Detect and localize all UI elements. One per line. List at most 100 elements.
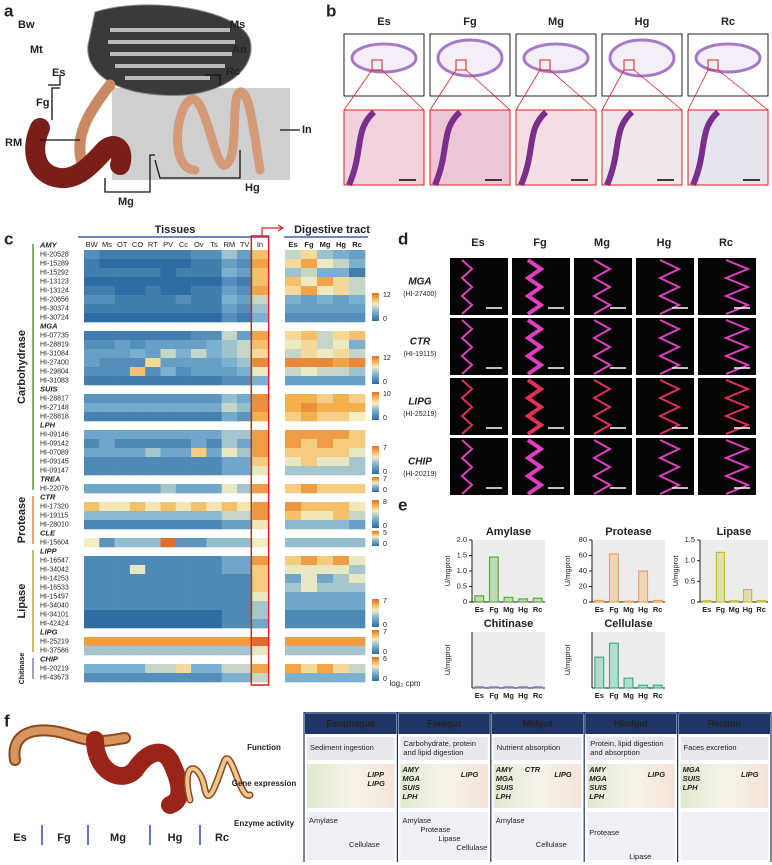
heat-cell — [206, 430, 222, 440]
heat-cell — [333, 439, 350, 449]
gene-id: HI-19115 — [40, 512, 68, 519]
heat-cell — [206, 439, 222, 449]
heat-cell — [84, 664, 100, 674]
y-tick-label: 80 — [579, 535, 587, 544]
heat-cell — [349, 466, 366, 476]
heat-cell — [206, 412, 222, 422]
tissue-ring — [436, 38, 504, 78]
heat-cell — [84, 646, 100, 656]
heat-cell — [221, 430, 238, 440]
heat-cell — [145, 466, 161, 476]
heat-cell — [317, 466, 334, 476]
heat-cell — [317, 439, 334, 449]
heat-cell — [206, 376, 222, 386]
heat-cell — [206, 637, 222, 647]
enzyme-name: Protease — [589, 828, 619, 837]
heat-cell — [129, 619, 146, 629]
gene-id: (HI-20219) — [403, 471, 436, 478]
heat-cell — [221, 610, 238, 620]
chart-title: Protease — [605, 526, 651, 538]
heat-cell — [349, 304, 366, 314]
fish-image — [636, 318, 694, 375]
heat-cell — [317, 349, 334, 359]
heat-cell — [333, 592, 350, 602]
gene-id: HI-27148 — [40, 404, 69, 411]
heat-cell — [285, 403, 302, 413]
heat-cell — [349, 286, 366, 296]
heat-cell — [206, 448, 222, 458]
fish-signal — [460, 439, 474, 495]
colorbar-max: 7 — [383, 629, 387, 636]
enzyme-cell — [400, 812, 488, 860]
heat-cell — [237, 556, 253, 566]
heat-cell — [160, 367, 177, 377]
heat-cell — [349, 502, 366, 512]
heat-cell — [237, 349, 253, 359]
heat-cell — [145, 331, 161, 341]
heat-cell — [349, 511, 366, 521]
heat-cell — [129, 601, 146, 611]
function-cell — [400, 737, 488, 760]
heat-cell — [349, 556, 366, 566]
column-header: Fg — [533, 237, 546, 249]
heat-cell — [206, 556, 222, 566]
fish-signal — [723, 379, 751, 435]
heat-cell — [252, 556, 268, 566]
heat-cell — [237, 376, 253, 386]
heat-cell — [285, 601, 302, 611]
heat-cell — [99, 439, 115, 449]
heat-cell — [252, 313, 268, 323]
heat-cell — [114, 358, 131, 368]
heat-cell — [114, 331, 131, 341]
heat-cell — [99, 466, 115, 476]
plot-bg — [472, 540, 545, 602]
heat-cell — [285, 268, 302, 278]
enzyme-cell — [493, 812, 582, 860]
heat-cell — [175, 583, 192, 593]
heat-cell — [237, 268, 253, 278]
x-tick-label: Es — [475, 691, 484, 700]
heat-cell — [84, 619, 100, 629]
heat-cell — [175, 457, 192, 467]
gene-id: HI-42424 — [40, 620, 69, 627]
axis-label: U/mgprot — [443, 644, 452, 676]
heat-cell — [285, 295, 302, 305]
gene-name: MGA — [683, 765, 701, 774]
heat-cell — [206, 646, 222, 656]
heat-cell — [160, 673, 177, 683]
gut-illustration — [8, 724, 254, 845]
colorbar-min: 0 — [383, 469, 387, 476]
gene-id: HI-34042 — [40, 566, 69, 573]
bar — [652, 599, 663, 603]
heat-cell — [114, 610, 131, 620]
class-label: Carbohydrase — [16, 330, 28, 404]
heat-cell — [349, 430, 366, 440]
heat-cell — [221, 403, 238, 413]
heat-cell — [99, 304, 115, 314]
heat-cell — [99, 268, 115, 278]
heat-cell — [84, 430, 100, 440]
heat-cell — [84, 268, 100, 278]
heat-cell — [99, 295, 115, 305]
gene-name: LPH — [589, 792, 605, 801]
x-tick-label: Fg — [609, 605, 619, 614]
heat-cell — [317, 574, 334, 584]
x-tick-label: Es — [475, 605, 484, 614]
heat-cell — [206, 601, 222, 611]
x-tick-label: Mg — [623, 605, 634, 614]
heat-cell — [99, 286, 115, 296]
heat-cell — [237, 313, 253, 323]
column-header: Fg — [463, 16, 476, 28]
column-header: Mg — [594, 237, 610, 249]
heat-cell — [145, 286, 161, 296]
heat-cell — [160, 268, 177, 278]
heat-cell — [175, 403, 192, 413]
x-tick-label: Hg — [638, 605, 648, 614]
column-label: Es — [288, 240, 297, 249]
segment-label: Fg — [57, 832, 70, 844]
colorbar-max: 5 — [383, 530, 387, 537]
panel-letter: d — [398, 229, 408, 248]
heat-cell — [206, 484, 222, 494]
gene-id: HI-09142 — [40, 440, 69, 447]
heat-cell — [160, 295, 177, 305]
